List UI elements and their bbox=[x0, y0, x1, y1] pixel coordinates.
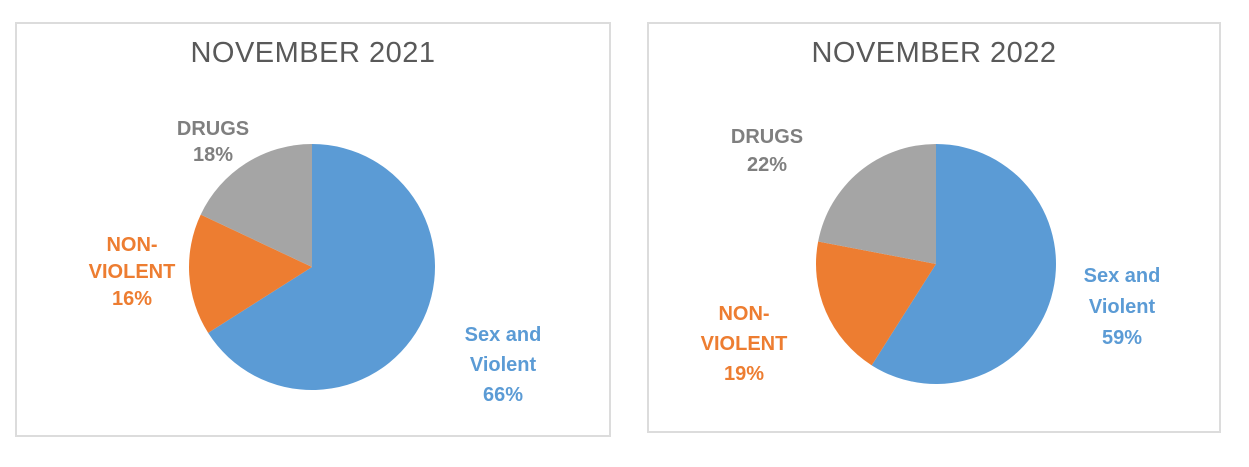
pie-slice-sex-and-violent bbox=[208, 144, 436, 390]
chart-title-2021: NOVEMBER 2021 bbox=[190, 37, 436, 69]
chart-title-2022: NOVEMBER 2022 bbox=[811, 37, 1057, 69]
data-label-drugs-2022: DRUGS 22% bbox=[730, 126, 804, 176]
pie-slice-non-violent bbox=[816, 241, 936, 366]
data-label-nonviolent-2021: NON- VIOLENT 16% bbox=[88, 234, 176, 310]
pie-slice-sex-and-violent bbox=[871, 144, 1056, 384]
data-label-sexviolent-2022: Sex and Violent 59% bbox=[1083, 265, 1161, 349]
data-label-nonviolent-2022: NON- VIOLENT 19% bbox=[700, 303, 788, 385]
data-label-sexviolent-2021: Sex and Violent 66% bbox=[464, 324, 542, 406]
pie-chart-2022 bbox=[816, 144, 1056, 384]
pie-slice-drugs bbox=[200, 144, 312, 267]
data-label-drugs-2021: DRUGS 18% bbox=[176, 118, 250, 166]
pie-slice-drugs bbox=[818, 144, 936, 264]
pie-slice-non-violent bbox=[189, 214, 312, 333]
chart-panel-november-2021: NOVEMBER 2021 DRUGS 18% NON- VIOLENT 16%… bbox=[15, 22, 611, 437]
pie-chart-2021 bbox=[189, 144, 436, 390]
chart-panel-november-2022: NOVEMBER 2022 DRUGS 22% NON- VIOLENT 19%… bbox=[647, 22, 1221, 433]
